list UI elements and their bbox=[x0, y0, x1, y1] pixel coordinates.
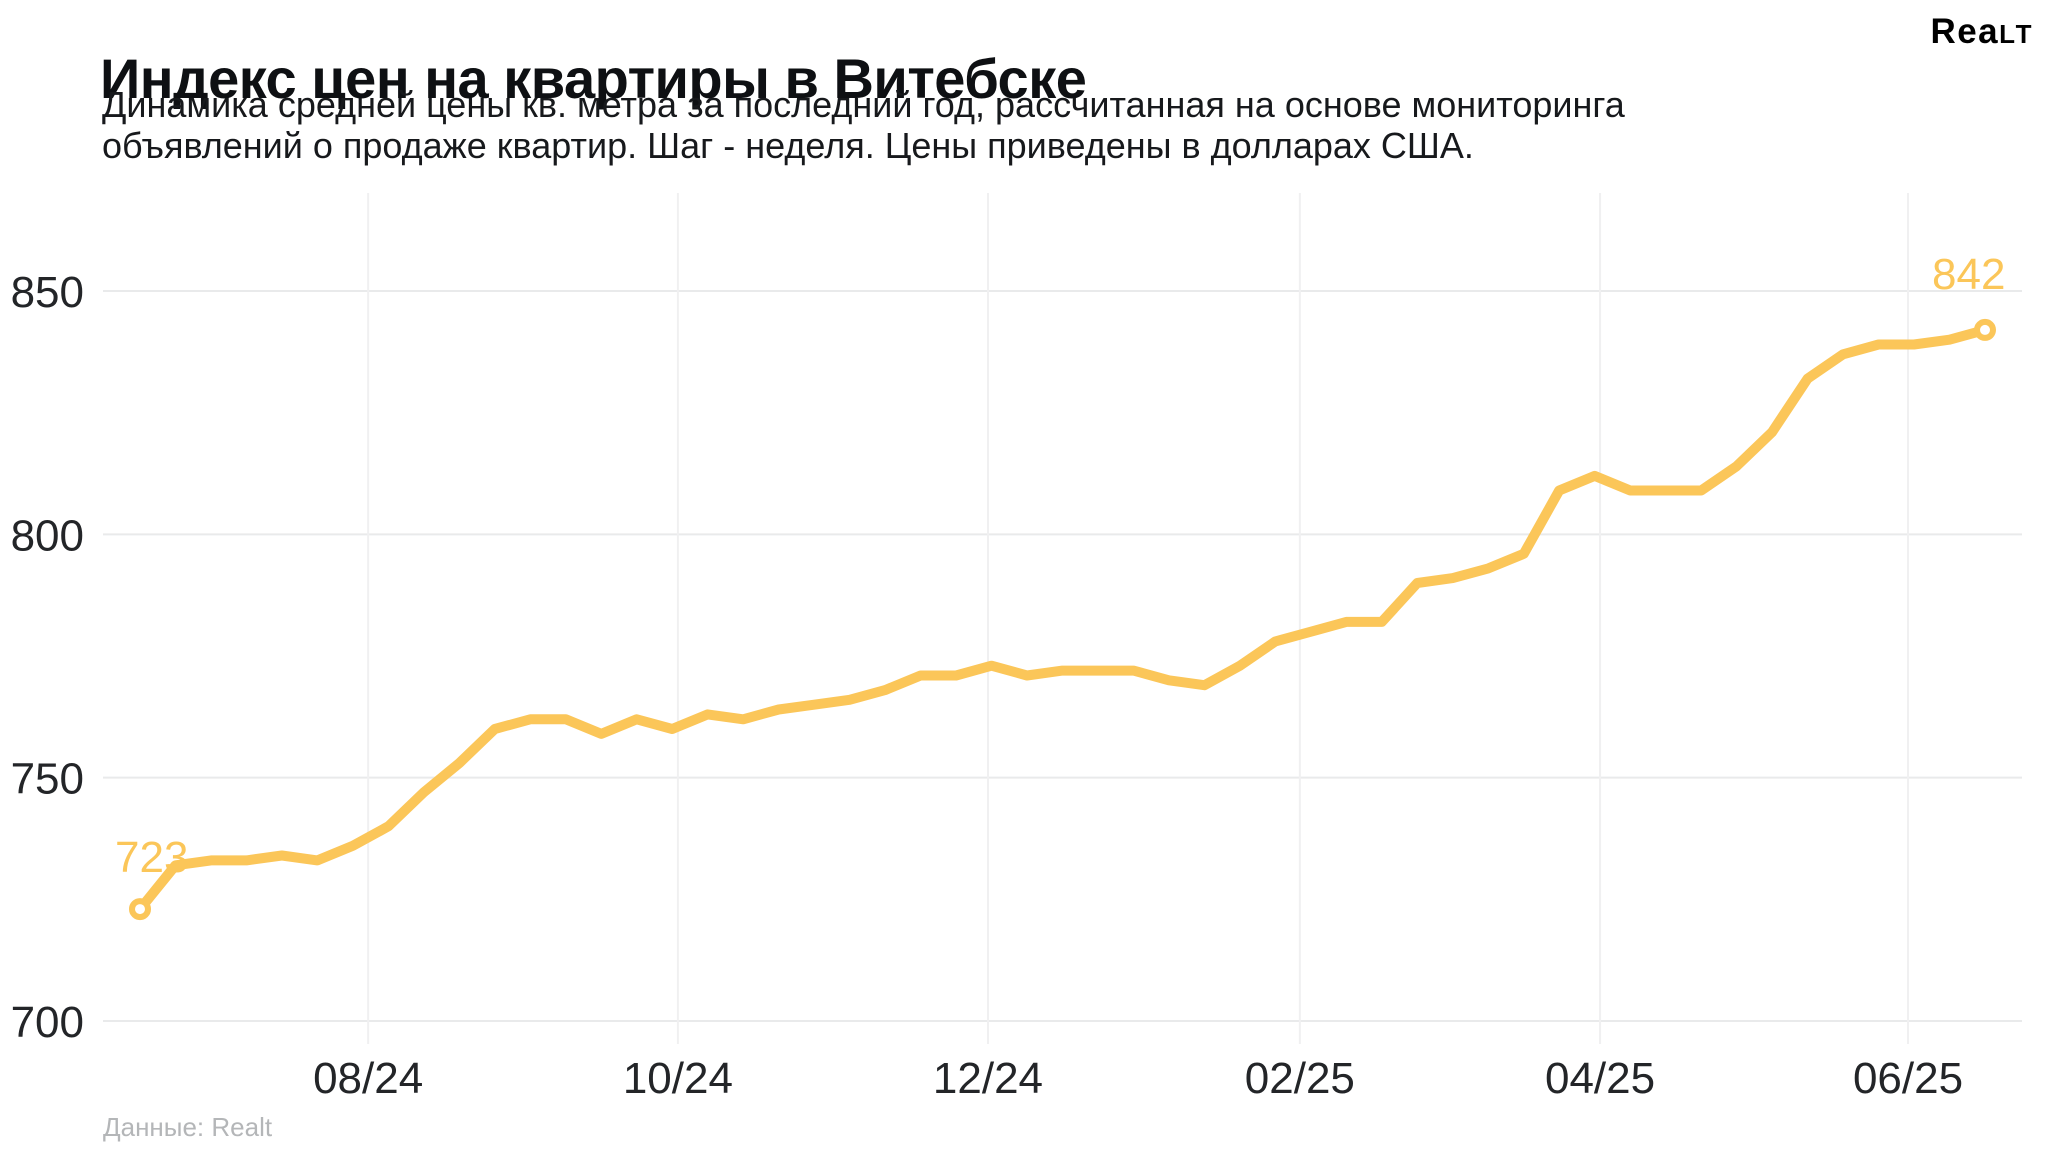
start-point-marker bbox=[129, 898, 151, 921]
chart-subtitle-line2: объявлений о продаже квартир. Шаг - неде… bbox=[102, 125, 1474, 166]
x-tick-label-04/25: 04/25 bbox=[1545, 1054, 1655, 1103]
chart-subtitle-line1: Динамика средней цены кв. метра за после… bbox=[102, 84, 1625, 125]
x-tick-label-02/25: 02/25 bbox=[1245, 1054, 1355, 1103]
realt-logo-main: Rea bbox=[1930, 12, 2000, 51]
realt-logo-caps: lt bbox=[1999, 19, 2034, 49]
y-tick-label-850: 850 bbox=[11, 268, 84, 317]
y-tick-label-700: 700 bbox=[11, 998, 84, 1047]
end-point-marker bbox=[1974, 318, 1996, 341]
page-title: Индекс цен на квартиры в Витебске bbox=[100, 46, 1087, 110]
x-tick-label-08/24: 08/24 bbox=[313, 1054, 423, 1103]
end-value-label: 842 bbox=[1932, 250, 2005, 299]
data-source: Данные: Realt bbox=[103, 1112, 273, 1142]
x-tick-label-06/25: 06/25 bbox=[1853, 1054, 1963, 1103]
chart-subtitle: Динамика средней цены кв. метра за после… bbox=[102, 84, 1625, 166]
y-tick-label-750: 750 bbox=[11, 755, 84, 804]
x-tick-label-10/24: 10/24 bbox=[623, 1054, 733, 1103]
start-value-label: 723 bbox=[115, 833, 188, 882]
realt-logo: Realt bbox=[1930, 12, 2034, 52]
price-line bbox=[135, 324, 1990, 915]
y-tick-label-800: 800 bbox=[11, 511, 84, 560]
x-tick-label-12/24: 12/24 bbox=[933, 1054, 1043, 1103]
